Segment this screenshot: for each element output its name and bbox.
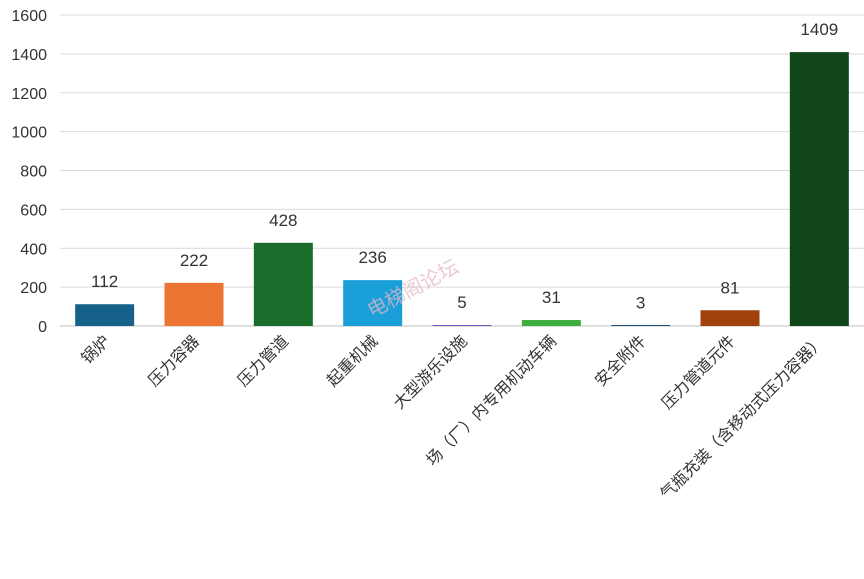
data-label: 112 (91, 272, 118, 291)
data-label: 428 (269, 211, 297, 230)
y-tick-label: 200 (20, 280, 47, 297)
data-label: 31 (542, 288, 561, 307)
y-tick-label: 1000 (11, 125, 47, 142)
bar (75, 304, 135, 326)
category-label: 大型游乐设施 (390, 331, 471, 412)
bar (253, 242, 313, 326)
bar (343, 280, 403, 326)
y-tick-label: 0 (38, 319, 47, 336)
data-label: 236 (358, 248, 386, 267)
bar (789, 52, 849, 327)
bar (164, 282, 224, 326)
category-label: 压力容器 (144, 331, 203, 390)
data-label: 3 (636, 293, 645, 312)
y-tick-label: 600 (20, 202, 47, 219)
y-tick-label: 1600 (11, 8, 47, 25)
data-label: 1409 (800, 20, 838, 39)
gridlines (60, 14, 864, 327)
y-tick-label: 800 (20, 164, 47, 181)
data-label: 81 (721, 278, 740, 297)
bars (75, 52, 849, 327)
category-label: 锅炉 (77, 331, 113, 367)
data-label: 5 (457, 293, 466, 312)
bar (521, 319, 581, 326)
bar (611, 325, 671, 326)
y-tick-label: 1400 (11, 47, 47, 64)
category-label: 安全附件 (591, 331, 650, 390)
bar (432, 325, 492, 326)
category-label: 压力管道元件 (658, 331, 739, 412)
bar (700, 310, 760, 326)
category-label: 起重机械 (323, 331, 382, 390)
y-tick-label: 400 (20, 241, 47, 258)
data-labels: 112 222 428 236 5 31 3 81 1409 (91, 20, 838, 312)
y-axis-tick-labels: 0 200 400 600 800 1000 1200 1400 1600 (11, 8, 47, 336)
data-label: 222 (180, 251, 208, 270)
category-label: 压力管道 (233, 331, 292, 390)
y-tick-label: 1200 (11, 86, 47, 103)
category-label: 气瓶充装（含移动式压力容器） (656, 331, 828, 503)
